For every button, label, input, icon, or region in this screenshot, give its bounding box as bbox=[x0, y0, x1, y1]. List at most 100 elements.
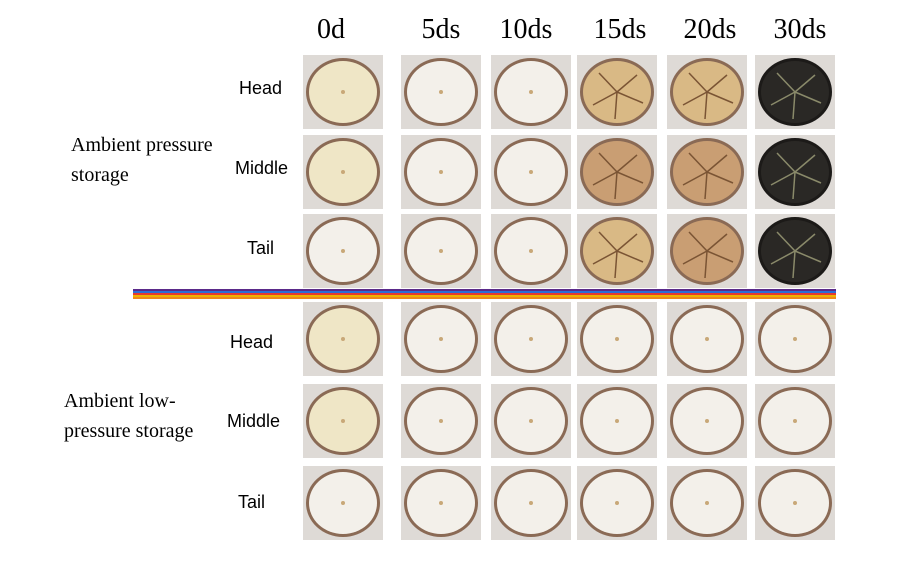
cassava-photo bbox=[303, 302, 383, 376]
divider-stripe bbox=[133, 295, 836, 297]
root-core bbox=[439, 249, 443, 253]
cassava-photo bbox=[755, 55, 835, 129]
cassava-photo bbox=[577, 214, 657, 288]
root-core bbox=[439, 337, 443, 341]
cassava-photo bbox=[577, 55, 657, 129]
divider-stripe bbox=[133, 289, 836, 291]
column-header-10ds: 10ds bbox=[499, 14, 553, 45]
root-core bbox=[793, 501, 797, 505]
crack-line bbox=[706, 250, 734, 263]
crack-line bbox=[706, 91, 734, 104]
crack-line bbox=[598, 72, 618, 93]
row-label-tail: Tail bbox=[247, 238, 275, 258]
root-core bbox=[341, 337, 345, 341]
root-core bbox=[529, 249, 533, 253]
crack-line bbox=[776, 231, 796, 252]
crack-line bbox=[616, 171, 644, 184]
crack-line bbox=[792, 91, 796, 120]
cassava-photo bbox=[491, 302, 571, 376]
crack-line bbox=[688, 152, 708, 173]
cassava-photo bbox=[401, 214, 481, 288]
row-label-middle: Middle bbox=[227, 411, 281, 431]
crack-line bbox=[704, 171, 708, 200]
root-core bbox=[793, 419, 797, 423]
cassava-photo bbox=[303, 55, 383, 129]
crack-line bbox=[776, 72, 796, 93]
row-label-middle: Middle bbox=[235, 158, 289, 178]
root-core bbox=[439, 419, 443, 423]
crack-line bbox=[704, 250, 708, 279]
crack-line bbox=[706, 154, 728, 173]
crack-line bbox=[688, 72, 708, 93]
crack-line bbox=[598, 231, 618, 252]
cassava-photo bbox=[577, 302, 657, 376]
crack-line bbox=[616, 250, 644, 263]
crack-line bbox=[592, 171, 618, 186]
cassava-photo bbox=[401, 135, 481, 209]
cassava-photo bbox=[577, 466, 657, 540]
crack-line bbox=[614, 91, 618, 120]
cassava-photo bbox=[401, 384, 481, 458]
cassava-photo bbox=[755, 135, 835, 209]
root-core bbox=[439, 170, 443, 174]
cassava-photo bbox=[491, 466, 571, 540]
row-label-head: Head bbox=[239, 78, 283, 98]
cassava-photo bbox=[667, 302, 747, 376]
cassava-photo bbox=[491, 384, 571, 458]
cassava-photo bbox=[401, 55, 481, 129]
crack-line bbox=[706, 74, 728, 93]
root-core bbox=[793, 337, 797, 341]
root-core bbox=[705, 419, 709, 423]
crack-line bbox=[792, 250, 796, 279]
cassava-photo bbox=[577, 384, 657, 458]
root-core bbox=[439, 90, 443, 94]
cassava-photo bbox=[755, 466, 835, 540]
crack-line bbox=[794, 91, 822, 104]
crack-line bbox=[794, 74, 816, 93]
root-core bbox=[341, 90, 345, 94]
root-core bbox=[705, 501, 709, 505]
root-core bbox=[529, 90, 533, 94]
root-core bbox=[529, 170, 533, 174]
crack-line bbox=[688, 231, 708, 252]
crack-line bbox=[770, 250, 796, 265]
crack-line bbox=[592, 250, 618, 265]
row-label-head: Head bbox=[230, 332, 274, 352]
cassava-photo bbox=[303, 214, 383, 288]
group-label-ambient-pressure: Ambient pressure storage bbox=[71, 134, 213, 186]
crack-line bbox=[614, 250, 618, 279]
cassava-photo bbox=[303, 384, 383, 458]
divider-stripe bbox=[133, 293, 836, 295]
crack-line bbox=[704, 91, 708, 120]
crack-line bbox=[770, 91, 796, 106]
crack-line bbox=[706, 233, 728, 252]
column-header-5ds: 5ds bbox=[421, 14, 461, 45]
crack-line bbox=[770, 171, 796, 186]
cassava-photo bbox=[401, 302, 481, 376]
root-core bbox=[615, 501, 619, 505]
crack-line bbox=[794, 233, 816, 252]
group-divider bbox=[133, 289, 836, 299]
root-core bbox=[615, 337, 619, 341]
crack-line bbox=[682, 91, 708, 106]
cassava-photo bbox=[667, 135, 747, 209]
cassava-photo bbox=[491, 214, 571, 288]
row-label-tail: Tail bbox=[238, 492, 266, 512]
crack-line bbox=[616, 233, 638, 252]
cassava-photo bbox=[667, 55, 747, 129]
crack-line bbox=[616, 154, 638, 173]
crack-line bbox=[598, 152, 618, 173]
cassava-photo bbox=[755, 214, 835, 288]
crack-line bbox=[776, 152, 796, 173]
root-core bbox=[705, 337, 709, 341]
cassava-photo bbox=[755, 302, 835, 376]
column-header-15ds: 15ds bbox=[593, 14, 647, 45]
crack-line bbox=[616, 74, 638, 93]
crack-line bbox=[616, 91, 644, 104]
cassava-photo bbox=[491, 135, 571, 209]
cassava-photo bbox=[667, 466, 747, 540]
crack-line bbox=[792, 171, 796, 200]
root-core bbox=[341, 419, 345, 423]
cassava-photo bbox=[303, 135, 383, 209]
column-header-20ds: 20ds bbox=[683, 14, 737, 45]
